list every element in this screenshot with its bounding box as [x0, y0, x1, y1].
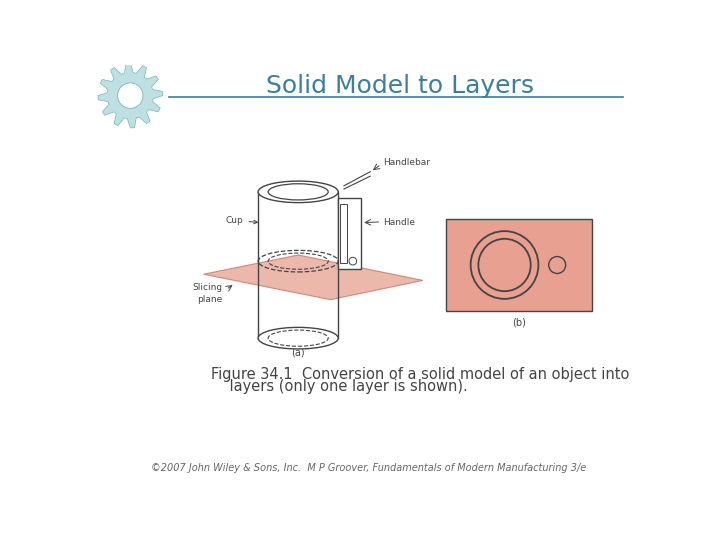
- Text: Handle: Handle: [383, 218, 415, 227]
- Text: (a): (a): [292, 348, 305, 358]
- Ellipse shape: [258, 327, 338, 349]
- Circle shape: [349, 257, 356, 265]
- Text: Cup: Cup: [226, 216, 257, 225]
- Ellipse shape: [268, 184, 328, 200]
- Text: Handlebar: Handlebar: [383, 158, 430, 167]
- Polygon shape: [98, 63, 163, 128]
- Bar: [340, 204, 348, 262]
- Text: ©2007 John Wiley & Sons, Inc.  M P Groover, Fundamentals of Modern Manufacturing: ©2007 John Wiley & Sons, Inc. M P Groove…: [151, 463, 587, 473]
- Bar: [338, 198, 361, 269]
- Text: (b): (b): [512, 317, 526, 327]
- Text: layers (only one layer is shown).: layers (only one layer is shown).: [211, 379, 468, 394]
- Bar: [446, 219, 593, 311]
- Text: Solid Model to Layers: Solid Model to Layers: [266, 75, 534, 98]
- Text: Figure 34.1  Conversion of a solid model of an object into: Figure 34.1 Conversion of a solid model …: [211, 367, 629, 382]
- Circle shape: [117, 83, 143, 109]
- Ellipse shape: [258, 181, 338, 202]
- Polygon shape: [204, 255, 423, 300]
- Text: Slicing
plane: Slicing plane: [192, 284, 222, 303]
